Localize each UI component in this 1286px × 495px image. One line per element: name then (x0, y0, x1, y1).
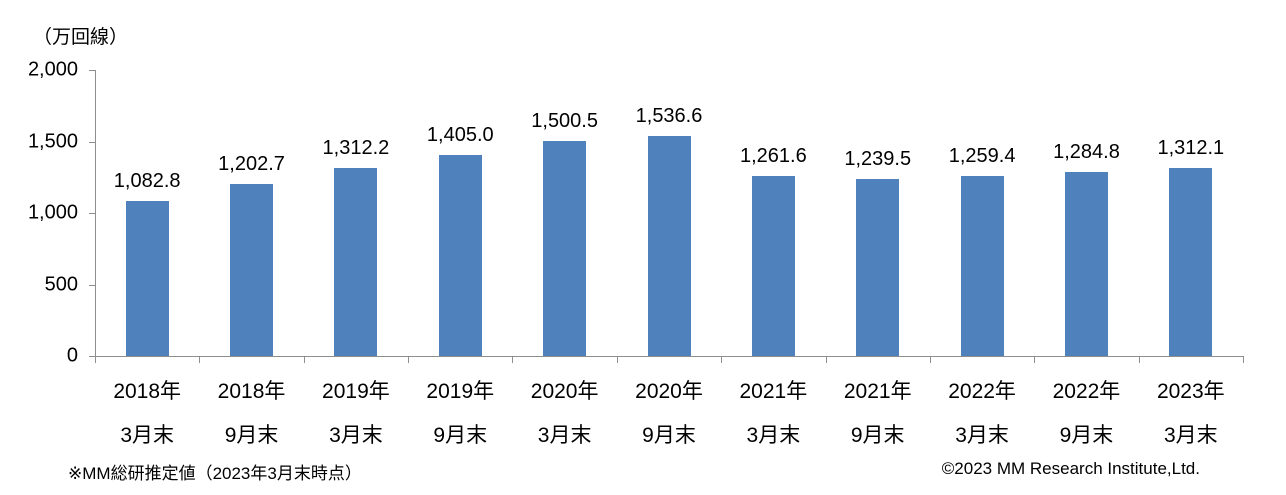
x-axis-category-label-month: 3月末 (955, 424, 1009, 447)
x-axis-tick (825, 356, 827, 363)
x-axis-category-label-month: 3月末 (746, 424, 801, 447)
x-axis-category-label-month: 3月末 (1163, 424, 1218, 447)
x-axis-category-label-year: 2021年 (843, 380, 912, 403)
x-axis-category-label-month: 9月末 (642, 424, 696, 447)
bar-value-label: 1,259.4 (948, 144, 1016, 167)
x-axis-tick (303, 356, 305, 363)
footnote: ※MM総研推定値（2023年3月末時点） (68, 464, 362, 483)
x-axis-category-label-month: 9月末 (1059, 424, 1114, 447)
y-axis-tick (89, 356, 95, 357)
bar (1169, 168, 1213, 356)
x-axis-tick (408, 356, 410, 363)
y-axis-tick-label: 0 (66, 344, 78, 367)
x-axis-category-label-year: 2019年 (426, 380, 495, 403)
bar-value-label: 1,284.8 (1053, 141, 1120, 164)
bar (647, 136, 691, 356)
x-axis-tick (1243, 356, 1244, 363)
x-axis-category-label-year: 2021年 (739, 380, 808, 403)
x-axis-category-label-year: 2020年 (530, 380, 599, 403)
y-axis-line (95, 70, 96, 356)
bar (438, 155, 482, 356)
y-axis-tick (89, 141, 95, 143)
bar-value-label: 1,500.5 (531, 110, 598, 133)
bar-value-label: 1,536.6 (635, 105, 703, 128)
bar (960, 175, 1004, 356)
bar (751, 175, 795, 356)
y-axis-tick-label: 1,500 (27, 130, 78, 152)
x-axis-tick (95, 356, 96, 363)
x-axis-line (95, 356, 1243, 357)
x-axis-tick (1034, 356, 1036, 363)
x-axis-tick (512, 356, 514, 363)
y-axis-tick-label: 1,000 (27, 201, 78, 224)
x-axis-category-label-year: 2023年 (1156, 380, 1225, 403)
bar-value-label: 1,405.0 (426, 124, 494, 147)
bar-value-label: 1,082.8 (113, 170, 181, 193)
x-axis-category-label-month: 3月末 (329, 424, 383, 447)
bar-value-label: 1,239.5 (844, 147, 912, 170)
y-axis-tick-label: 2,000 (27, 58, 78, 81)
y-axis-tick (89, 284, 95, 286)
x-axis-tick (199, 356, 201, 363)
x-axis-category-label-year: 2018年 (113, 380, 182, 403)
bar-value-label: 1,312.1 (1157, 137, 1225, 160)
bar-value-label: 1,261.6 (739, 144, 807, 167)
bar (230, 184, 274, 356)
x-axis-tick (721, 356, 723, 363)
bar (1064, 172, 1108, 356)
x-axis-tick (616, 356, 618, 363)
x-axis-category-label-month: 3月末 (120, 424, 175, 447)
x-axis-tick (929, 356, 931, 363)
x-axis-category-label-month: 3月末 (537, 424, 592, 447)
x-axis-category-label-year: 2022年 (1052, 380, 1121, 403)
x-axis-category-label-year: 2019年 (322, 380, 390, 403)
copyright: ©2023 MM Research Institute,Ltd. (941, 459, 1200, 478)
x-axis-category-label-year: 2020年 (635, 380, 703, 403)
bar (125, 201, 169, 356)
bar-value-label: 1,312.2 (322, 137, 390, 160)
x-axis-category-label-year: 2022年 (948, 380, 1016, 403)
y-axis-tick (89, 213, 95, 214)
x-axis-category-label-year: 2018年 (217, 380, 286, 403)
x-axis-category-label-month: 9月末 (224, 424, 279, 447)
y-axis-unit-label: （万回線） (33, 27, 129, 48)
y-axis-tick (89, 70, 95, 71)
bar (543, 141, 587, 356)
x-axis-tick (1138, 356, 1140, 363)
x-axis-category-label-month: 9月末 (850, 424, 905, 447)
bar (334, 168, 378, 356)
bar (856, 178, 900, 356)
y-axis-tick-label: 500 (44, 273, 78, 295)
bar-value-label: 1,202.7 (218, 153, 285, 175)
x-axis-category-label-month: 9月末 (433, 424, 488, 447)
